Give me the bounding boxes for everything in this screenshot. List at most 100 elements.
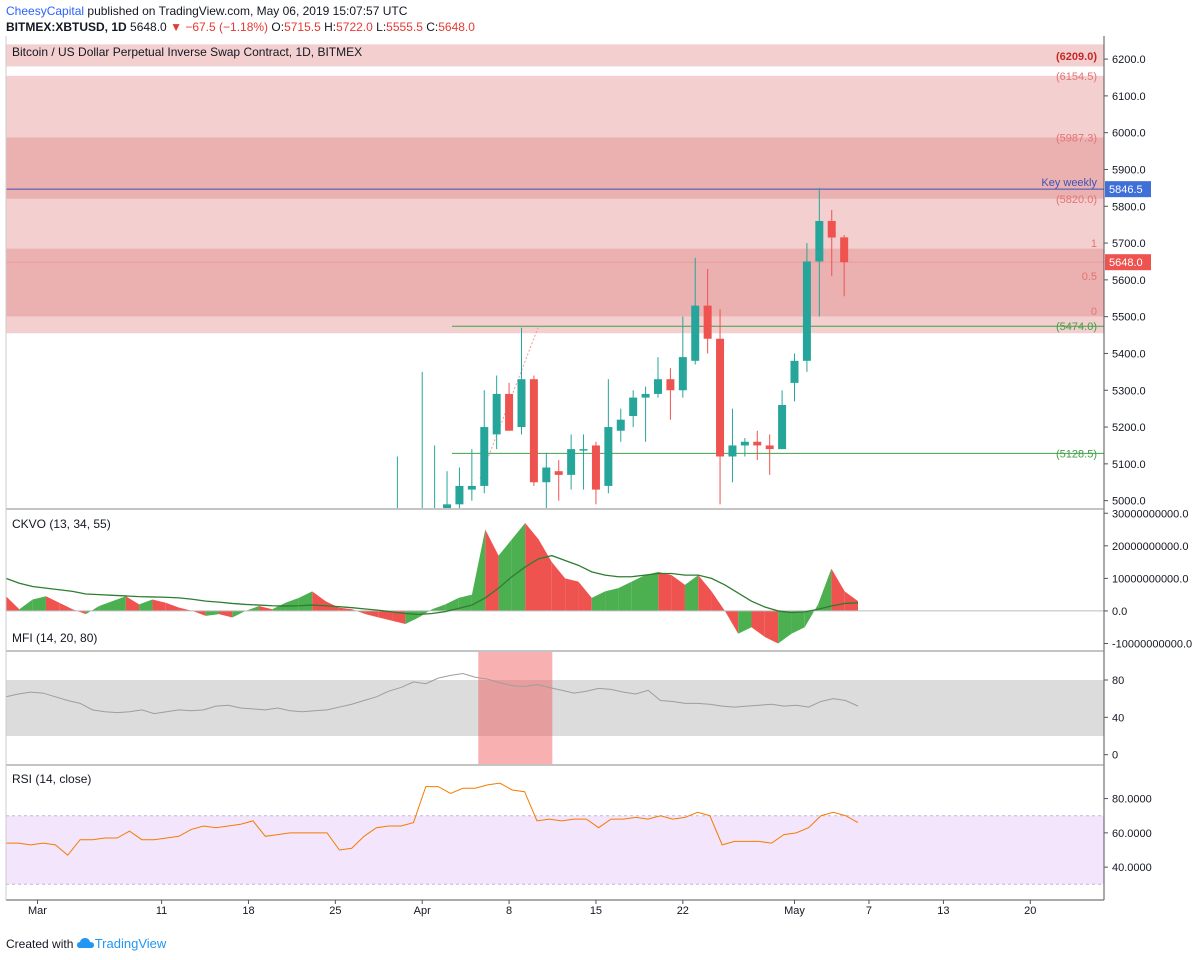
candle-body [678,357,687,391]
ohlc-line: BITMEX:XBTUSD, 1D 5648.0 ▼ −67.5 (−1.18%… [6,20,475,34]
author-link[interactable]: CheesyCapital [6,4,85,18]
resistance-zone [6,198,1104,249]
time-tick-label: 15 [590,905,602,917]
time-tick-label: 11 [156,905,167,917]
level-label: (5128.5) [1056,448,1097,460]
high-value: 5722.0 [336,20,373,34]
ckvo-segment [764,610,779,644]
mfi-highlight [478,652,553,764]
resistance-zone [6,44,1104,67]
ckvo-segment [378,610,393,621]
ckvo-segment [645,571,659,611]
ckvo-segment [804,604,819,628]
ckvo-segment [205,610,219,616]
time-tick-label: 13 [937,905,949,917]
ckvo-segment [751,610,765,637]
candle-body [431,519,439,810]
tradingview-cloud-icon [76,938,94,948]
ckvo-segment [219,610,233,618]
mfi-tick-label: 40 [1112,712,1124,724]
ckvo-segment [551,562,566,611]
ckvo-tick-label: 10000000000.0 [1112,573,1188,585]
ckvo-segment [671,575,685,611]
candle-body [529,379,538,483]
ckvo-segment [285,597,299,611]
candle-body [629,397,638,417]
ckvo-segment [698,575,712,611]
candle-body [604,427,613,486]
ckvo-segment [152,599,166,611]
candle-body [802,261,811,361]
ckvo-segment [72,609,86,615]
price-tick-label: 5600.0 [1112,275,1146,287]
mfi-band [6,680,1104,736]
candle-body [790,360,799,383]
candle-body [765,445,774,450]
ckvo-segment [605,588,619,611]
ckvo-segment [485,529,499,611]
rsi-band [6,815,1104,885]
ckvo-tick-label: 20000000000.0 [1112,541,1188,553]
ckvo-segment [432,604,446,611]
ckvo-segment [738,610,752,634]
tradingview-brand[interactable]: TradingView [94,936,167,951]
ckvo-segment [631,575,645,611]
rsi-tick-label: 60.0000 [1112,828,1152,840]
ckvo-signal-line [5,554,859,616]
time-tick-label: 25 [329,905,341,917]
ckvo-segment [844,591,858,611]
time-tick-label: May [784,905,805,917]
candle-body [505,393,514,431]
ckvo-segment [405,610,419,624]
ckvo-segment [59,602,73,611]
resistance-zone [6,75,1104,138]
resistance-zone [6,316,1104,334]
level-label: (5820.0) [1056,194,1097,206]
price-tick-label: 5800.0 [1112,201,1146,213]
price-tick-label: 5200.0 [1112,422,1146,434]
time-tick-label: Mar [28,905,47,917]
candle-body [753,441,762,446]
ckvo-tick-label: 0.0 [1112,606,1127,618]
candle-body [517,379,526,428]
key-weekly-tag: 5846.5 [1109,184,1143,196]
rsi-title: RSI (14, close) [12,772,91,786]
mfi-tick-label: 0 [1112,750,1118,762]
ckvo-segment [471,529,486,611]
level-label: (5474.0) [1056,321,1097,333]
ckvo-segment [724,610,739,634]
close-label: C: [426,20,439,34]
ckvo-segment [112,596,126,611]
ckvo-segment [445,597,459,611]
candle-body [542,467,551,483]
ckvo-segment [312,591,326,611]
time-tick-label: 7 [866,905,872,917]
mfi-tick-label: 80 [1112,675,1124,687]
candle-body [554,471,563,475]
time-axis[interactable]: Mar 11 18 25 Apr 8 15 22 May 7 13 20 [28,900,1036,917]
candle-body [567,449,576,475]
chart-canvas[interactable]: (6209.0) (6154.5) (5987.3) (5820.0) (5474.0)… [0,36,1200,934]
ckvo-segment [125,596,140,611]
price-tick-label: 5700.0 [1112,238,1146,250]
ckvo-segment [298,591,313,611]
open-label: O: [271,20,285,34]
ckvo-segment [338,607,353,611]
candle-body [455,485,464,505]
price-axis[interactable]: 5000.0 5100.0 5200.0 5300.0 5400.0 5500.0 5600… [1104,54,1192,874]
time-tick-label: Apr [414,905,431,917]
rsi-line [6,782,859,856]
price-tick-label: 5400.0 [1112,348,1146,360]
ckvo-segment [165,602,180,611]
ckvo-segment [778,610,792,644]
ckvo-segment [45,596,60,611]
ckvo-segment [684,575,699,611]
price-tick-label: 5500.0 [1112,312,1146,324]
price-tick-label: 6200.0 [1112,54,1146,66]
ckvo-segment [192,610,206,616]
last-price-tag-bg [1105,254,1151,271]
candle-body [827,220,836,238]
price-tick-label: 6000.0 [1112,128,1146,140]
ckvo-tick-label: -10000000000.0 [1112,638,1192,650]
candle-body [691,305,700,361]
